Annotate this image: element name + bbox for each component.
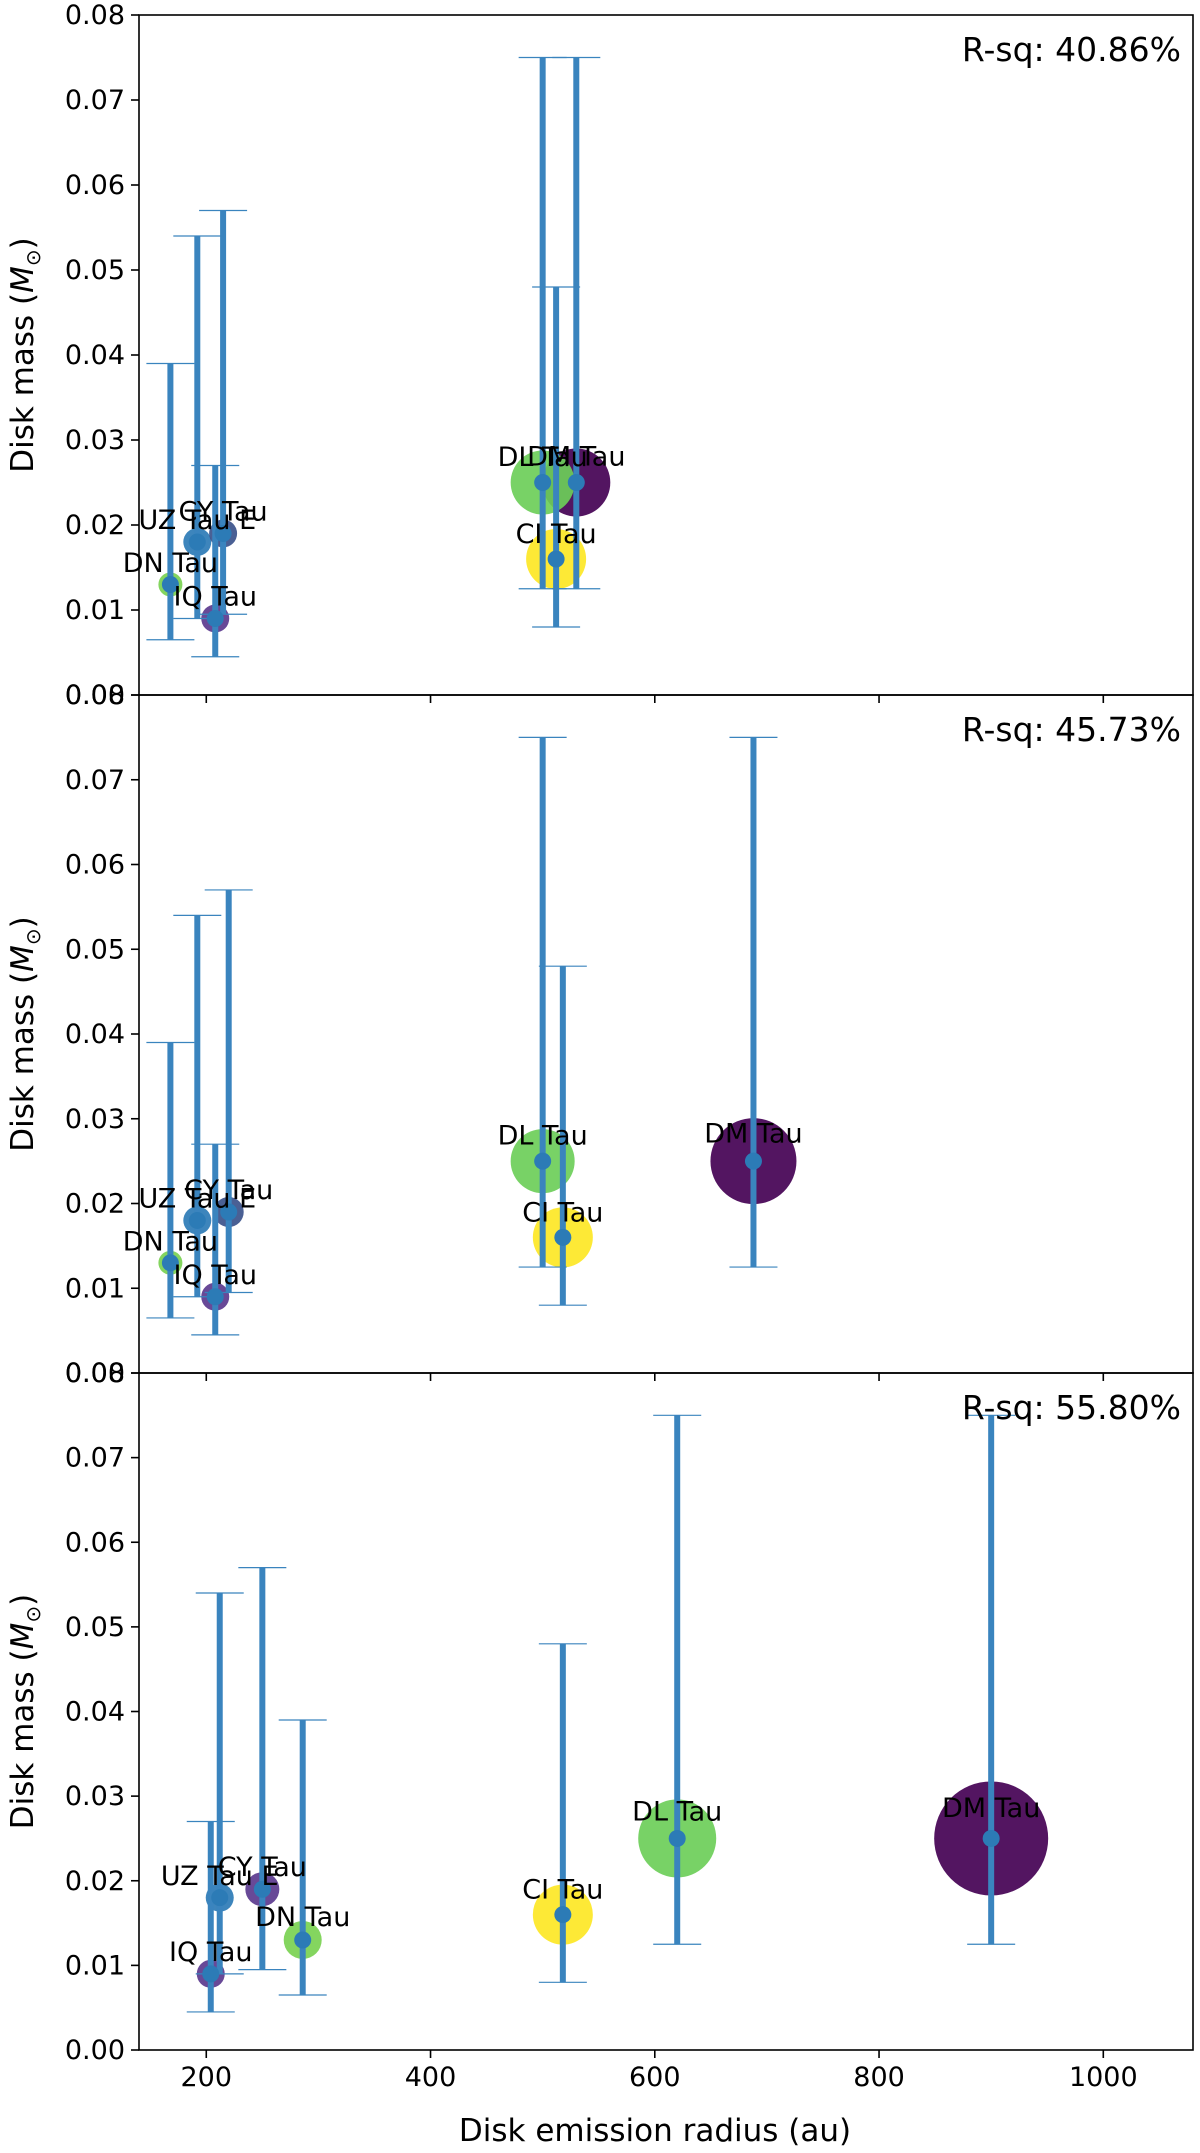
y-tick-label: 0.08 (65, 680, 125, 711)
panel-1: 0.00 0.01 0.02 0.03 0.04 0.05 0.06 0.07 0.08 Disk… (5, 0, 1194, 711)
point-label: IQ Tau (174, 582, 257, 613)
data-point-center (161, 1254, 179, 1272)
point-label: CI Tau (522, 1875, 603, 1906)
point-label: DL Tau (632, 1797, 722, 1828)
point-label: DN Tau (123, 548, 218, 579)
point-label: DL Tau (498, 1121, 588, 1152)
y-tick-label: 0.01 (65, 1273, 125, 1304)
data-point-center (744, 1152, 762, 1170)
r-squared-annotation: R-sq: 40.86% (962, 30, 1181, 69)
point-label: CY Tau (218, 1852, 307, 1883)
y-tick-label: 0.08 (65, 0, 125, 31)
y-tick-label: 0.02 (65, 1189, 125, 1220)
y-tick-label: 0.06 (65, 170, 125, 201)
y-tick-label: 0.03 (65, 1781, 125, 1812)
data-point-center (211, 1889, 229, 1907)
y-axis-label: Disk mass (M⊙) (5, 237, 45, 473)
y-tick-label: 0.06 (65, 1527, 125, 1558)
y-tick-label: 0.00 (65, 2035, 125, 2066)
point-label: UZ Tau E (161, 1861, 279, 1892)
y-tick-label: 0.07 (65, 85, 125, 116)
point-label: CY Tau (184, 1175, 273, 1206)
data-point-center (220, 1203, 238, 1221)
y-tick-label: 0.01 (65, 595, 125, 626)
data-point-center (982, 1829, 1000, 1847)
x-axis-label: Disk emission radius (au) (459, 2113, 851, 2149)
point-label: UZ Tau E (138, 505, 256, 536)
y-tick-label: 0.02 (65, 510, 125, 541)
point-label: IQ Tau (174, 1260, 257, 1291)
panel-frame (138, 1372, 1194, 2051)
y-tick-label: 0.05 (65, 1612, 125, 1643)
y-tick-label: 0.00 (65, 680, 125, 711)
y-tick-label: 0.05 (65, 934, 125, 965)
data-point-center (567, 474, 585, 491)
data-point-center (253, 1880, 271, 1898)
data-point-center (668, 1829, 686, 1847)
data-point-center (188, 1211, 206, 1229)
data-point-center (554, 1906, 572, 1924)
data-point-center (534, 1152, 552, 1170)
y-tick-label: 0.03 (65, 1104, 125, 1135)
point-label: DL Tau (498, 442, 588, 473)
data-point-center (206, 1288, 224, 1306)
point-label: CY Tau (179, 497, 268, 528)
y-tick-label: 0.04 (65, 340, 125, 371)
point-label: CI Tau (516, 519, 597, 550)
panel-frame (138, 694, 1194, 1374)
point-label: IQ Tau (169, 1937, 252, 1968)
data-point-center (534, 474, 552, 491)
data-point-center (214, 525, 232, 542)
panel-frame (138, 14, 1194, 696)
y-tick-label: 0.02 (65, 1866, 125, 1897)
r-squared-annotation: R-sq: 55.80% (962, 1388, 1181, 1427)
data-point-center (161, 576, 179, 593)
point-label: DM Tau (704, 1119, 802, 1150)
y-tick-label: 0.04 (65, 1019, 125, 1050)
data-point-center (188, 533, 206, 551)
data-point-center (202, 1965, 220, 1983)
panel-2: 0.00 0.01 0.02 0.03 0.04 0.05 0.06 0.07 0.08 Disk… (5, 680, 1194, 1389)
x-tick-label: 600 (629, 2062, 681, 2093)
y-axis-label: Disk mass (M⊙) (5, 1594, 45, 1830)
y-tick-label: 0.08 (65, 1358, 125, 1389)
point-label: DN Tau (123, 1226, 218, 1257)
y-tick-label: 0.06 (65, 850, 125, 881)
y-tick-label: 0.01 (65, 1950, 125, 1981)
y-axis-label: Disk mass (M⊙) (5, 916, 45, 1152)
y-tick-label: 0.05 (65, 255, 125, 286)
r-squared-annotation: R-sq: 45.73% (962, 710, 1181, 749)
panel-3: 0.00 0.01 0.02 0.03 0.04 0.05 0.06 0.07 0.08 200 4… (5, 1358, 1194, 2093)
data-point-center (554, 1228, 572, 1246)
point-label: DM Tau (527, 442, 625, 473)
data-point-center (294, 1931, 312, 1949)
y-tick-label: 0.00 (65, 1358, 125, 1389)
x-tick-label: 400 (405, 2062, 457, 2093)
x-tick-label: 800 (853, 2062, 905, 2093)
x-tick-label: 200 (181, 2062, 233, 2093)
y-tick-label: 0.04 (65, 1697, 125, 1728)
y-tick-label: 0.07 (65, 1443, 125, 1474)
x-tick-label: 1000 (1069, 2062, 1138, 2093)
point-label: DM Tau (942, 1793, 1040, 1824)
point-label: CI Tau (522, 1197, 603, 1228)
point-label: UZ Tau E (138, 1184, 256, 1215)
data-point-center (547, 550, 565, 568)
point-label: DN Tau (255, 1902, 350, 1933)
y-tick-label: 0.03 (65, 425, 125, 456)
data-point-center (206, 610, 224, 627)
y-tick-label: 0.07 (65, 765, 125, 796)
